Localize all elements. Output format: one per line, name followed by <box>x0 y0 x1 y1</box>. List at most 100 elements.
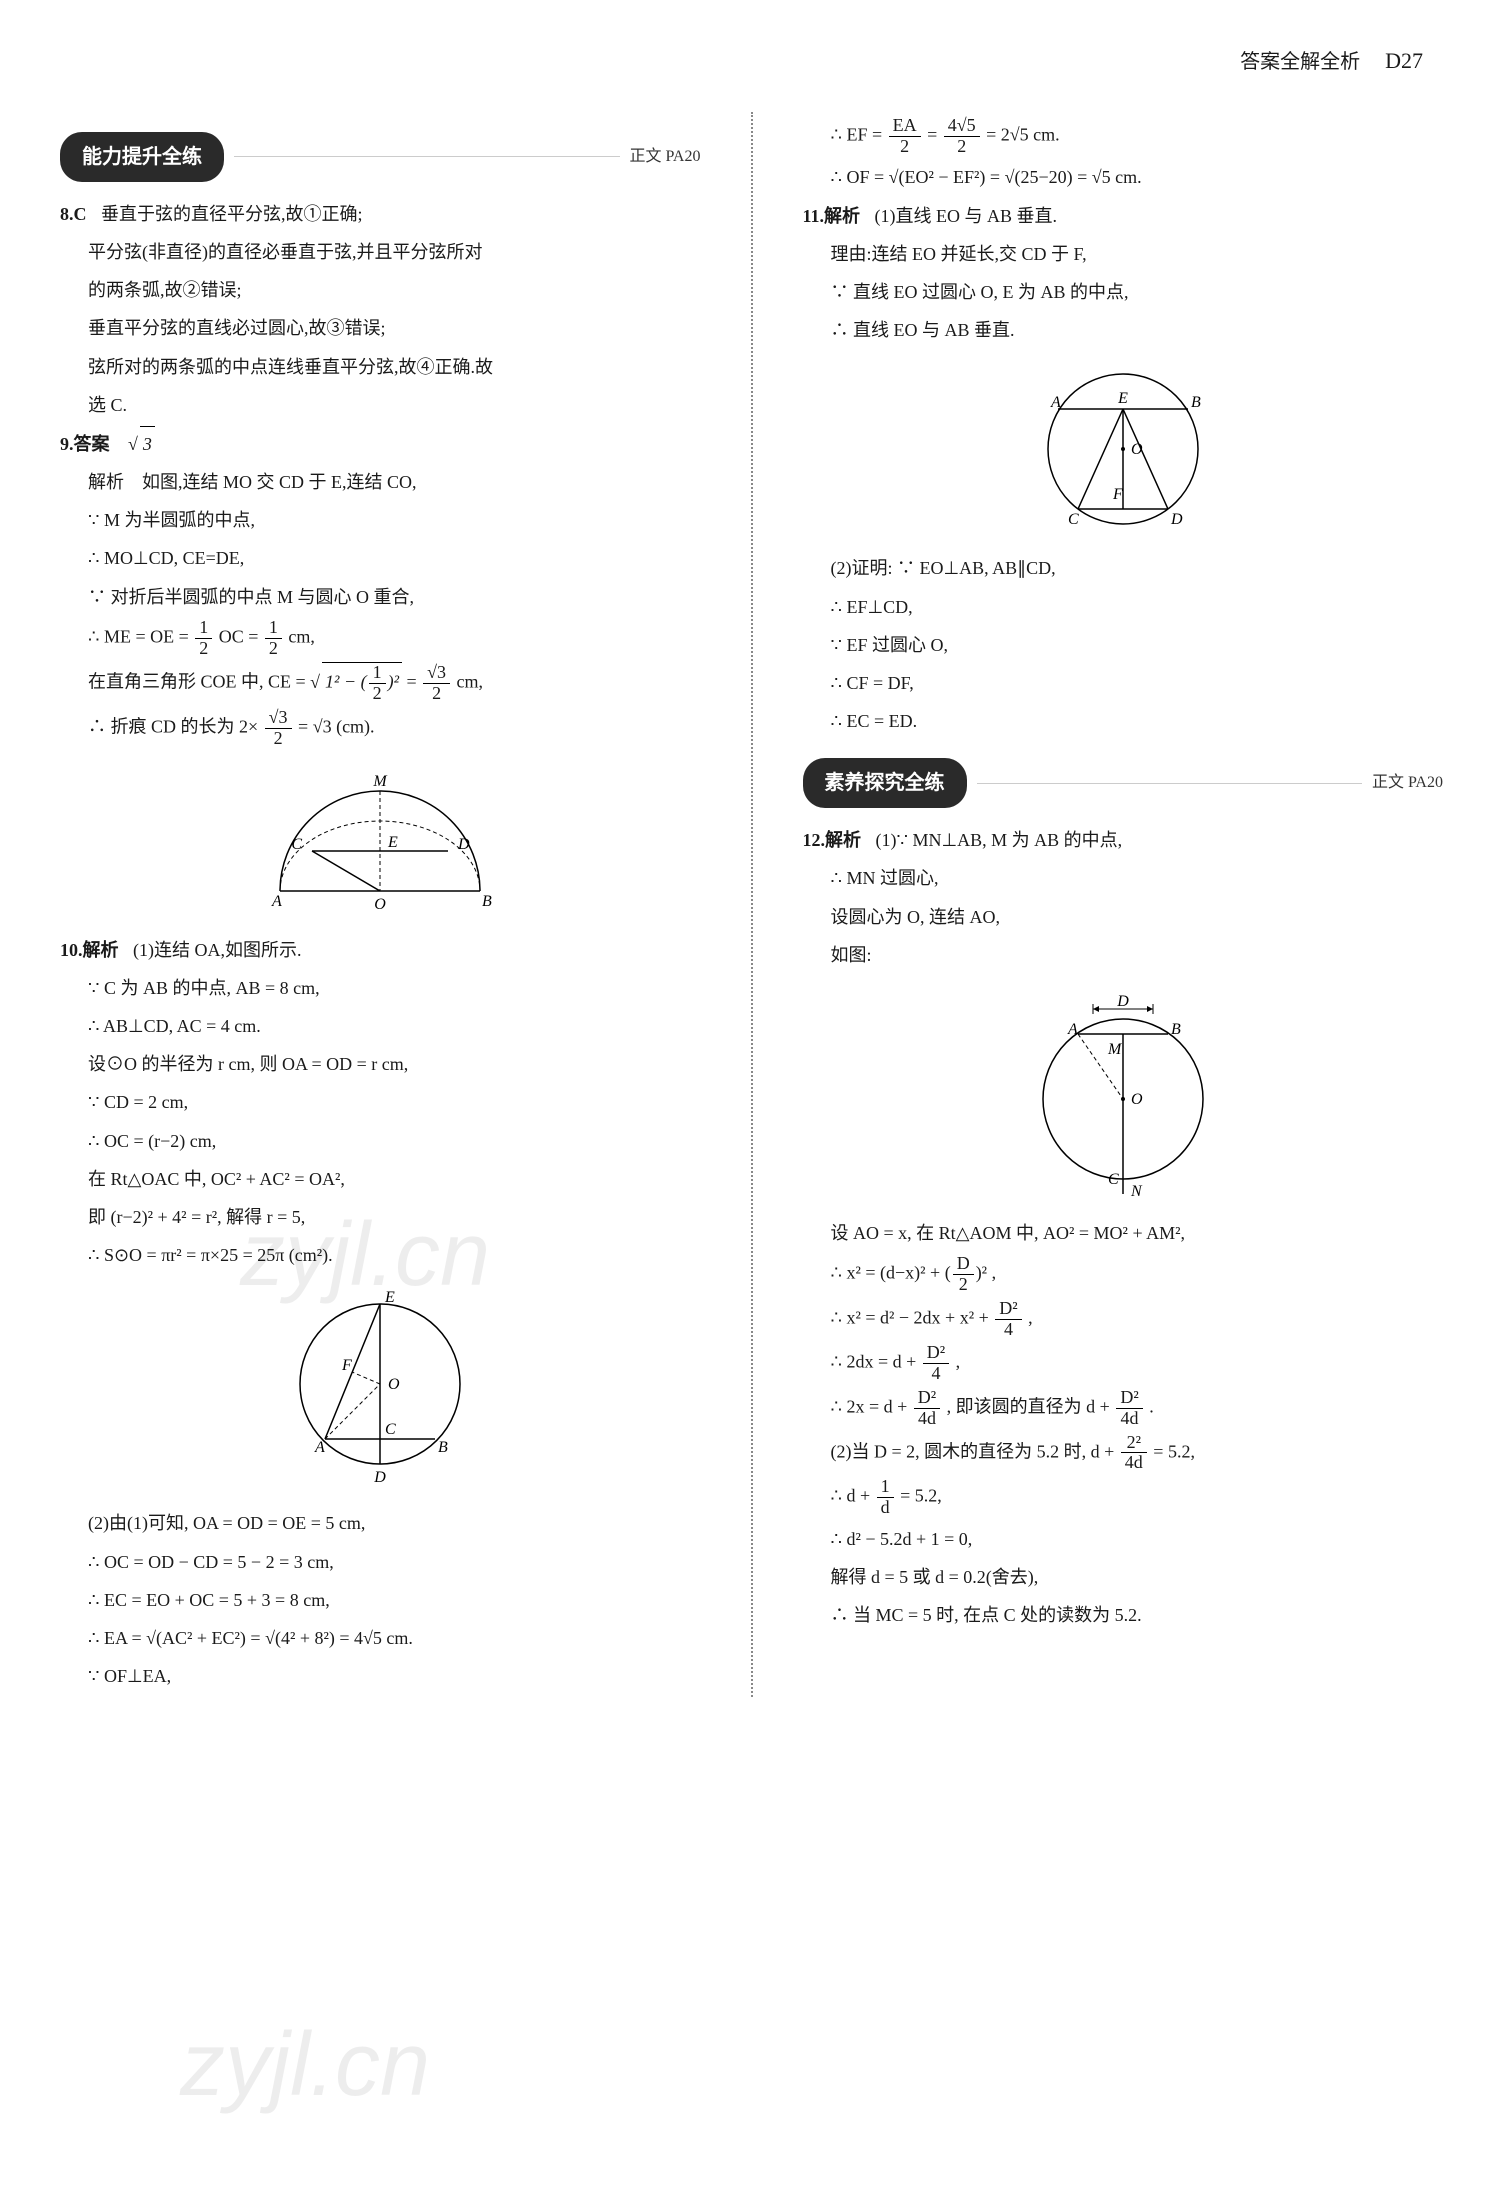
q12-l7: ∴ 2dx = d + D²4 , <box>803 1343 1444 1384</box>
svg-text:E: E <box>387 834 398 851</box>
svg-text:A: A <box>1050 394 1061 411</box>
svg-text:D: D <box>1170 511 1183 528</box>
q12: 12.解析 (1)∵ MN⊥AB, M 为 AB 的中点, <box>803 823 1444 857</box>
section-explore-ref: 正文 PA20 <box>1372 768 1443 798</box>
right-column: ∴ EF = EA2 = 4√52 = 2√5 cm. ∴ OF = √(EO²… <box>803 112 1444 1697</box>
svg-text:B: B <box>438 1439 448 1456</box>
q9-l7: ∴ 折痕 CD 的长为 2× √32 = √3 (cm). <box>60 708 701 749</box>
q12-l2: 设圆心为 O, 连结 AO, <box>803 900 1444 934</box>
figure-q9: M C D E A B O <box>60 761 701 921</box>
q8: 8.C 垂直于弦的直径平分弦,故①正确; <box>60 197 701 231</box>
svg-text:D: D <box>373 1469 386 1486</box>
svg-text:O: O <box>374 896 386 913</box>
svg-text:B: B <box>1171 1021 1181 1038</box>
content-columns: 能力提升全练 正文 PA20 8.C 垂直于弦的直径平分弦,故①正确; 平分弦(… <box>60 112 1443 1697</box>
q10-l1: ∵ C 为 AB 的中点, AB = 8 cm, <box>60 971 701 1005</box>
section-explore-pill: 素养探究全练 <box>803 758 967 808</box>
svg-text:O: O <box>1131 441 1143 458</box>
column-divider <box>751 112 753 1697</box>
q9-l1: 解析 如图,连结 MO 交 CD 于 E,连结 CO, <box>60 465 701 499</box>
q8-l5: 弦所对的两条弧的中点连线垂直平分弦,故④正确.故 <box>60 350 701 384</box>
q11-l2: ∵ 直线 EO 过圆心 O, E 为 AB 的中点, <box>803 275 1444 309</box>
q9: 9.答案 3 <box>60 426 701 461</box>
q12-l10: ∴ d² − 5.2d + 1 = 0, <box>803 1522 1444 1556</box>
page-header: 答案全解全析 D27 <box>60 40 1443 82</box>
q12-l5: ∴ x² = (d−x)² + (D2)² , <box>803 1254 1444 1295</box>
q9-num: 9.答案 <box>60 434 110 454</box>
q10-l4: ∵ CD = 2 cm, <box>60 1085 701 1119</box>
q10-l8: ∴ S⊙O = πr² = π×25 = 25π (cm²). <box>60 1238 701 1272</box>
section-ability-header: 能力提升全练 正文 PA20 <box>60 132 701 182</box>
q12-l12: ∴ 当 MC = 5 时, 在点 C 处的读数为 5.2. <box>803 1598 1444 1632</box>
svg-text:A: A <box>314 1439 325 1456</box>
svg-text:B: B <box>482 893 492 910</box>
svg-text:A: A <box>1067 1021 1078 1038</box>
q10-l6: 在 Rt△OAC 中, OC² + AC² = OA², <box>60 1162 701 1196</box>
q10-l7: 即 (r−2)² + 4² = r², 解得 r = 5, <box>60 1200 701 1234</box>
svg-text:M: M <box>1107 1041 1123 1058</box>
q10-r2: ∴ OF = √(EO² − EF²) = √(25−20) = √5 cm. <box>803 160 1444 194</box>
svg-text:B: B <box>1191 394 1201 411</box>
q9-l5: ∴ ME = OE = 12 OC = 12 cm, <box>60 618 701 659</box>
q12-num: 12.解析 <box>803 830 862 850</box>
q9-ans: 3 <box>128 434 155 454</box>
q12-l1: ∴ MN 过圆心, <box>803 861 1444 895</box>
svg-text:M: M <box>373 773 389 790</box>
figure-q11: A B E O F C D <box>803 359 1444 539</box>
q11-l7: ∴ EC = ED. <box>803 704 1444 738</box>
svg-text:C: C <box>385 1421 396 1438</box>
watermark-2: zyjl.cn <box>180 1980 430 2151</box>
q8-num: 8.C <box>60 204 87 224</box>
svg-text:C: C <box>1068 511 1079 528</box>
q9-l3: ∴ MO⊥CD, CE=DE, <box>60 541 701 575</box>
svg-text:D: D <box>1116 993 1129 1010</box>
q10-l12: ∵ OF⊥EA, <box>60 1659 701 1693</box>
q10-p2: (2)由(1)可知, OA = OD = OE = 5 cm, <box>60 1506 701 1540</box>
q11-p2: (2)证明: ∵ EO⊥AB, AB∥CD, <box>803 551 1444 585</box>
section-explore-header: 素养探究全练 正文 PA20 <box>803 758 1444 808</box>
q12-l4: 设 AO = x, 在 Rt△AOM 中, AO² = MO² + AM², <box>803 1216 1444 1250</box>
q11-l1: 理由:连结 EO 并延长,交 CD 于 F, <box>803 237 1444 271</box>
svg-text:F: F <box>341 1357 352 1374</box>
q10-num: 10.解析 <box>60 940 119 960</box>
q10-l2: ∴ AB⊥CD, AC = 4 cm. <box>60 1009 701 1043</box>
svg-text:A: A <box>271 893 282 910</box>
svg-text:D: D <box>457 836 470 853</box>
q12-l6: ∴ x² = d² − 2dx + x² + D²4 , <box>803 1299 1444 1340</box>
svg-text:O: O <box>1131 1091 1143 1108</box>
q8-l1: 垂直于弦的直径平分弦,故①正确; <box>101 204 363 224</box>
q11: 11.解析 (1)直线 EO 与 AB 垂直. <box>803 199 1444 233</box>
svg-text:N: N <box>1130 1183 1143 1200</box>
q10-l5: ∴ OC = (r−2) cm, <box>60 1124 701 1158</box>
q8-l4: 垂直平分弦的直线必过圆心,故③错误; <box>60 311 701 345</box>
q10-r1: ∴ EF = EA2 = 4√52 = 2√5 cm. <box>803 116 1444 157</box>
q10-l10: ∴ EC = EO + OC = 5 + 3 = 8 cm, <box>60 1583 701 1617</box>
figure-q12: D A B M O C N <box>803 984 1444 1204</box>
q11-num: 11.解析 <box>803 206 861 226</box>
section-ability-ref: 正文 PA20 <box>630 142 701 172</box>
q10: 10.解析 (1)连结 OA,如图所示. <box>60 933 701 967</box>
q12-p2: (2)当 D = 2, 圆木的直径为 5.2 时, d + 2²4d = 5.2… <box>803 1433 1444 1474</box>
q10-p1: (1)连结 OA,如图所示. <box>133 940 302 960</box>
q12-l3: 如图: <box>803 938 1444 972</box>
q10-l11: ∴ EA = √(AC² + EC²) = √(4² + 8²) = 4√5 c… <box>60 1621 701 1655</box>
q10-l9: ∴ OC = OD − CD = 5 − 2 = 3 cm, <box>60 1545 701 1579</box>
q8-l2: 平分弦(非直径)的直径必垂直于弦,并且平分弦所对 <box>60 235 701 269</box>
q11-l3: ∴ 直线 EO 与 AB 垂直. <box>803 313 1444 347</box>
svg-text:E: E <box>1117 390 1128 407</box>
q12-l8: ∴ 2x = d + D²4d , 即该圆的直径为 d + D²4d . <box>803 1388 1444 1429</box>
q10-l3: 设⊙O 的半径为 r cm, 则 OA = OD = r cm, <box>60 1047 701 1081</box>
figure-q10: E F O A B C D <box>60 1284 701 1494</box>
page-number: D27 <box>1385 48 1423 73</box>
q9-l2: ∵ M 为半圆弧的中点, <box>60 503 701 537</box>
section-ability-pill: 能力提升全练 <box>60 132 224 182</box>
q9-l4: ∵ 对折后半圆弧的中点 M 与圆心 O 重合, <box>60 580 701 614</box>
q11-l4: ∴ EF⊥CD, <box>803 590 1444 624</box>
q8-l3: 的两条弧,故②错误; <box>60 273 701 307</box>
svg-text:F: F <box>1112 486 1123 503</box>
q12-l11: 解得 d = 5 或 d = 0.2(舍去), <box>803 1560 1444 1594</box>
q12-p1: (1)∵ MN⊥AB, M 为 AB 的中点, <box>876 830 1123 850</box>
q9-l6: 在直角三角形 COE 中, CE = 1² − (12)² = √32 cm, <box>60 662 701 704</box>
header-title: 答案全解全析 <box>1240 51 1360 73</box>
q11-l5: ∵ EF 过圆心 O, <box>803 628 1444 662</box>
